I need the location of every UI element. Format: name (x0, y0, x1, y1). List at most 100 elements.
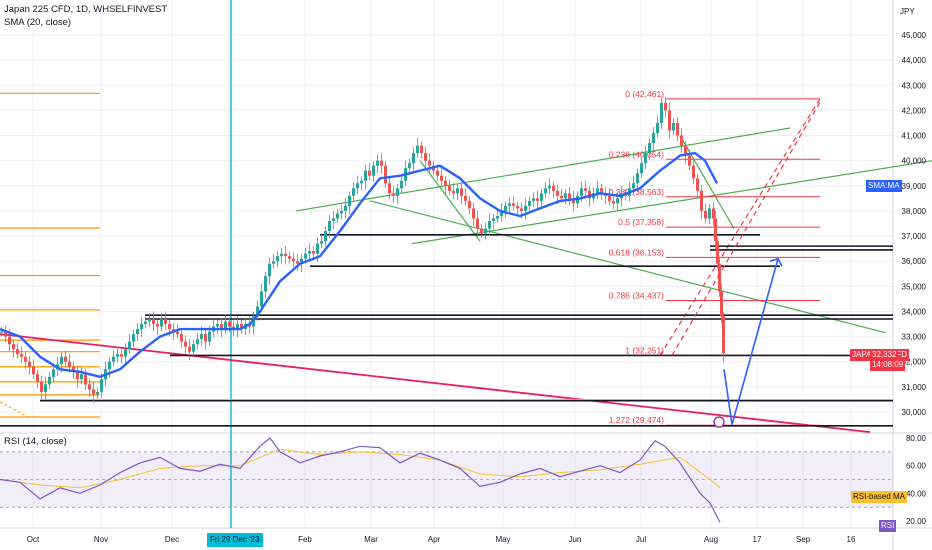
candle-body (692, 165, 695, 179)
candle-body (64, 356, 67, 362)
fib-label: 0.5 (37,358) (618, 217, 664, 227)
candle-body (700, 190, 703, 211)
short-trend-line (679, 135, 735, 229)
orange-dashed (0, 401, 31, 419)
candle-body (44, 384, 47, 392)
candle-body (112, 356, 115, 362)
candle-body (368, 170, 371, 176)
fib-label: 1 (32,251) (625, 345, 664, 355)
fib-label: 1.272 (29,474) (609, 415, 664, 425)
candle-body (684, 145, 687, 156)
candle-body (412, 153, 415, 164)
candle-body (548, 185, 551, 189)
candle-body (28, 361, 31, 367)
rsi-tick-label: 40.00 (906, 489, 927, 498)
candle-body (36, 374, 39, 382)
projection-dashed (671, 98, 823, 356)
candle-body (356, 183, 359, 189)
candle-body (504, 205, 507, 211)
candle-body (552, 185, 555, 191)
candle-body (472, 208, 475, 219)
time-tick-label: Oct (27, 535, 40, 544)
time-tick-label: Feb (298, 535, 312, 544)
candle-body (100, 379, 103, 392)
candle-body (528, 200, 531, 206)
candle-body (664, 102, 667, 111)
candle-body (92, 389, 95, 395)
candle-body (192, 344, 195, 352)
price-tick-label: 33,000 (902, 333, 927, 342)
candle-body (304, 253, 307, 259)
fib-label: 0.786 (34,437) (609, 290, 664, 300)
candle-body (164, 319, 167, 325)
candle-body (144, 321, 147, 325)
projection-arrow (723, 258, 779, 425)
candle-body (360, 180, 363, 184)
candle-body (452, 190, 455, 194)
candle-body (672, 122, 675, 131)
candle-body (224, 321, 227, 330)
candle-body (256, 306, 259, 317)
candle-body (714, 218, 717, 242)
price-tick-label: 36,000 (902, 257, 927, 266)
candle-body (228, 321, 231, 327)
candle-body (568, 193, 571, 199)
candle-body (608, 195, 611, 201)
candle-body (296, 261, 299, 264)
time-tick-label: Mar (364, 535, 378, 544)
candle-body (292, 258, 295, 262)
rsi-legend: RSI (14, close) (4, 436, 67, 447)
candle-body (480, 228, 483, 234)
candle-body (8, 336, 11, 345)
candle-body (200, 334, 203, 340)
price-tick-label: 40,000 (902, 157, 927, 166)
time-tick-label: Jul (636, 535, 646, 544)
candle-body (392, 193, 395, 196)
time-tick-label: Nov (94, 535, 108, 544)
indicator-legend: SMA (20, close) (4, 17, 72, 28)
candle-body (80, 374, 83, 380)
candle-body (584, 188, 587, 191)
candle-body (668, 110, 671, 131)
candle-body (348, 195, 351, 206)
time-tick-label: 16 (847, 535, 856, 544)
candle-body (180, 334, 183, 342)
candle-body (236, 324, 239, 330)
candle-body (520, 208, 523, 211)
candle-body (560, 195, 563, 199)
candle-body (612, 200, 615, 204)
candle-body (156, 324, 159, 327)
rsi-tick-label: 20.00 (906, 517, 927, 526)
candle-body (4, 331, 7, 337)
rsi-ma-tag: RSI-based MA (851, 491, 908, 503)
candle-body (468, 200, 471, 209)
candle-body (488, 220, 491, 229)
candle-body (316, 243, 319, 254)
candle-body (300, 258, 303, 264)
time-tick-label: Aug (704, 535, 718, 544)
candle-body (328, 220, 331, 232)
candle-body (720, 291, 723, 317)
candle-body (408, 163, 411, 169)
price-tick-label: 38,000 (902, 207, 927, 216)
candle-body (400, 180, 403, 189)
time-tick-label: Jun (569, 535, 582, 544)
candle-body (96, 391, 99, 395)
candle-body (284, 253, 287, 257)
candle-body (380, 160, 383, 166)
fib-label: 0.382 (38,563) (609, 187, 664, 197)
fib-label: 0.618 (36,153) (609, 247, 664, 257)
time-tick-label: Apr (428, 535, 441, 544)
candle-body (484, 228, 487, 234)
candle-body (656, 122, 659, 134)
candle-body (384, 165, 387, 184)
candle-body (704, 210, 707, 219)
candle-body (722, 316, 725, 354)
candle-body (120, 354, 123, 357)
candle-body (176, 331, 179, 335)
candle-body (532, 198, 535, 201)
candle-body (564, 193, 567, 199)
candle-body (352, 188, 355, 196)
candle-body (204, 334, 207, 342)
